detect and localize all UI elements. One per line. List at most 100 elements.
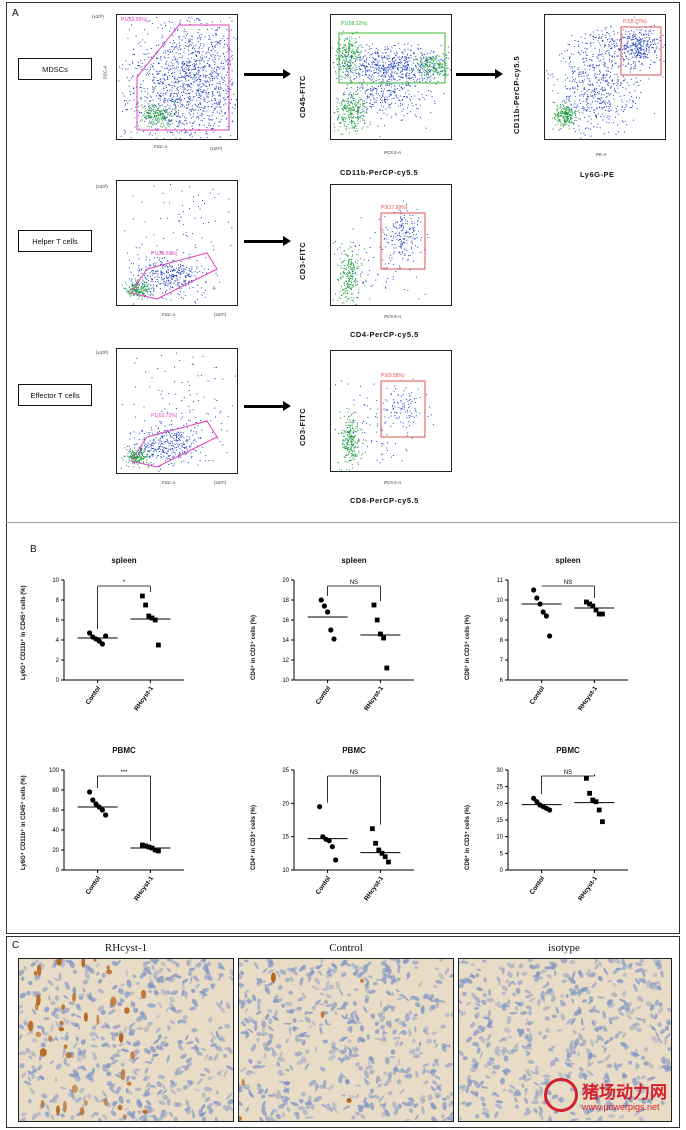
facs-event-dot [346,108,348,110]
facs-event-dot [387,49,388,51]
facs-event-dot [159,257,161,259]
facs-event-dot [202,66,204,68]
facs-event-dot [157,119,159,121]
facs-event-dot [158,62,160,64]
facs-event-dot [186,45,188,47]
facs-event-dot [208,64,210,65]
facs-event-dot [362,64,364,66]
figure-frame-ab [6,2,680,934]
facs-event-dot [145,276,147,278]
facs-event-dot [344,93,346,95]
facs-event-dot [594,47,596,49]
facs-event-dot [129,91,131,92]
facs-event-dot [602,89,604,91]
facs-event-dot [355,111,357,112]
facs-event-dot [358,74,360,76]
facs-event-dot [562,57,564,59]
facs-event-dot [351,62,353,64]
facs-event-dot [170,184,171,185]
facs-event-dot [579,73,581,75]
facs-event-dot [176,98,178,100]
facs-event-dot [347,271,349,273]
gate-label: P1(38.92%) [151,251,178,257]
facs-event-dot [381,100,383,101]
facs-event-dot [352,299,353,301]
facs-event-dot [662,34,664,36]
facs-event-dot [192,47,193,49]
facs-event-dot [187,84,189,86]
facs-event-dot [191,83,193,85]
facs-event-dot [414,85,416,87]
facs-event-dot [138,112,140,113]
facs-event-dot [183,128,185,130]
facs-event-dot [337,58,339,60]
facs-event-dot [221,76,223,78]
facs-event-dot [193,63,195,65]
facs-event-dot [383,90,384,92]
facs-event-dot [430,75,432,77]
facs-event-dot [194,81,196,83]
facs-density-svg [118,17,237,139]
facs-event-dot [157,118,159,120]
facs-event-dot [358,52,360,53]
facs-event-dot [204,99,206,101]
facs-event-dot [350,121,352,123]
facs-event-dot [417,68,419,70]
facs-event-dot [144,110,146,112]
facs-event-dot [141,90,142,92]
facs-event-dot [388,90,390,92]
facs-event-dot [573,46,575,47]
facs-event-dot [349,62,351,64]
facs-event-dot [342,56,344,58]
facs-event-dot [556,114,558,116]
facs-event-dot [429,70,431,71]
facs-event-dot [407,61,409,63]
facs-event-dot [563,112,565,114]
facs-event-dot [600,44,602,46]
facs-event-dot [358,106,360,108]
facs-event-dot [206,272,208,274]
facs-event-dot [343,123,345,125]
facs-event-dot [628,63,630,65]
facs-event-dot [654,112,656,114]
facs-event-dot [440,70,442,72]
facs-event-dot [404,48,406,50]
facs-event-dot [225,74,227,76]
facs-event-dot [341,274,343,276]
facs-event-dot [621,53,623,55]
facs-event-dot [379,81,381,83]
facs-event-dot [419,78,421,80]
facs-event-dot [346,51,348,53]
facs-event-dot [195,94,197,96]
facs-event-dot [169,121,171,123]
facs-event-dot [208,38,210,40]
facs-event-dot [224,39,225,41]
facs-event-dot [342,47,343,49]
facs-event-dot [389,90,391,91]
facs-event-dot [152,280,154,282]
facs-event-dot [166,76,168,78]
facs-event-dot [612,38,613,40]
facs-event-dot [155,85,157,87]
facs-event-dot [186,64,188,66]
facs-event-dot [426,74,428,76]
facs-event-dot [193,66,195,68]
facs-event-dot [182,60,184,62]
facs-event-dot [159,125,161,127]
facs-event-dot [392,61,394,63]
facs-event-dot [639,47,641,49]
facs-event-dot [662,46,664,48]
facs-event-dot [350,275,352,277]
facs-event-dot [191,77,193,79]
facs-event-dot [351,286,353,288]
facs-event-dot [350,94,352,96]
facs-event-dot [376,90,378,92]
facs-event-dot [357,109,358,111]
facs-event-dot [589,80,591,82]
facs-event-dot [558,112,559,114]
facs-event-dot [133,284,135,286]
facs-event-dot [145,118,147,120]
facs-event-dot [615,133,617,135]
facs-event-dot [421,79,423,81]
facs-event-dot [588,115,590,117]
